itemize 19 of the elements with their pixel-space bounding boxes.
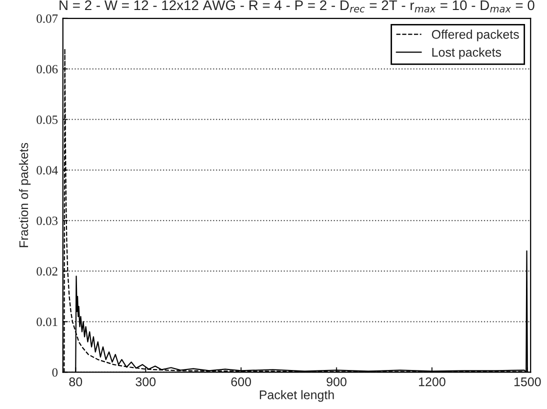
y-axis-title: Fraction of packets bbox=[18, 142, 31, 248]
y-tick-label: 0.05 bbox=[36, 116, 58, 124]
legend-label: Lost packets bbox=[432, 48, 502, 60]
x-tick-label: 600 bbox=[231, 377, 252, 386]
x-tick-label: 1500 bbox=[514, 377, 541, 386]
y-tick-label: 0.01 bbox=[36, 318, 58, 326]
x-axis-title: Packet length bbox=[260, 390, 334, 402]
y-tick-label: 0.04 bbox=[36, 166, 58, 175]
chart-title: N = 2 - W = 12 - 12x12 AWG - R = 4 - P = 2 - D$_{rec}$ = 2T - r$_{max}$ = 10 - D$_{max}$ = 0 bbox=[60, 0, 534, 12]
y-tick-label: 0.02 bbox=[36, 267, 58, 276]
y-tick-label: 0.07 bbox=[36, 14, 58, 23]
x-tick-label: 300 bbox=[136, 377, 156, 386]
x-tick-label: 900 bbox=[326, 377, 346, 386]
x-tick-label: 1200 bbox=[419, 377, 446, 386]
x-tick-label: 80 bbox=[69, 377, 82, 386]
y-tick-label: 0.06 bbox=[36, 64, 58, 74]
legend-label: Offered packets bbox=[432, 30, 519, 42]
y-tick-label: 0.03 bbox=[36, 216, 58, 226]
y-tick-label: 0 bbox=[52, 368, 58, 377]
